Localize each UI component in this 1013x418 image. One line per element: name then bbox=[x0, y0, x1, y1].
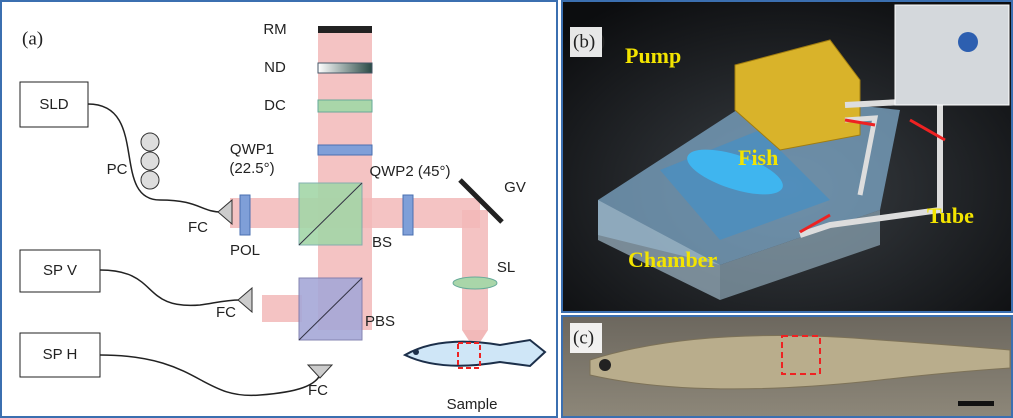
inset-photo bbox=[895, 5, 1009, 105]
component-label: DC bbox=[264, 97, 286, 114]
annotation: Tube bbox=[927, 203, 974, 228]
annotation: Chamber bbox=[628, 247, 717, 272]
waveplate bbox=[403, 195, 413, 235]
component-label: (22.5°) bbox=[229, 160, 274, 177]
component-label: POL bbox=[230, 242, 260, 259]
component-label: FC bbox=[188, 219, 208, 236]
fish-eye bbox=[599, 359, 611, 371]
scan-lens bbox=[453, 277, 497, 289]
component-label: QWP1 bbox=[230, 141, 274, 158]
component-label: ND bbox=[264, 59, 286, 76]
component-label: FC bbox=[216, 304, 236, 321]
panel-b: (b) (b) Pump Fish Tube Chamber bbox=[562, 1, 1012, 312]
component-label: RM bbox=[263, 21, 286, 38]
component-label: SP V bbox=[43, 262, 77, 279]
pc-loop bbox=[141, 171, 159, 189]
pc-loop bbox=[141, 133, 159, 151]
component-label: GV bbox=[504, 179, 526, 196]
annotation: Pump bbox=[625, 43, 681, 68]
fish-eye bbox=[413, 349, 419, 355]
panel-a: (a) RM ND DC QWP1 (22.5°) QWP2 (45°) GV … bbox=[1, 1, 557, 417]
panel-label: (c) bbox=[573, 327, 594, 348]
panel-c: (c) bbox=[562, 316, 1012, 417]
panel-label: (b) bbox=[573, 31, 595, 52]
mirror bbox=[318, 26, 372, 33]
component-label: SL bbox=[497, 259, 515, 276]
polarizer bbox=[240, 195, 250, 235]
annotation: Fish bbox=[738, 145, 778, 170]
component-label: PBS bbox=[365, 313, 395, 330]
component-label: PC bbox=[107, 161, 128, 178]
component-label: SLD bbox=[39, 96, 68, 113]
waveplate bbox=[318, 145, 372, 155]
figure: (a) RM ND DC QWP1 (22.5°) QWP2 (45°) GV … bbox=[0, 0, 1013, 418]
component-label: SP H bbox=[43, 346, 78, 363]
scale-bar bbox=[958, 401, 994, 406]
dispersion-compensator bbox=[318, 100, 372, 112]
inset-pump bbox=[958, 32, 978, 52]
component-label: Sample bbox=[447, 396, 498, 413]
panel-label: (a) bbox=[22, 28, 43, 49]
component-label: FC bbox=[308, 382, 328, 399]
nd-filter bbox=[318, 63, 372, 73]
component-label: QWP2 (45°) bbox=[369, 163, 450, 180]
pc-loop bbox=[141, 152, 159, 170]
beam bbox=[462, 210, 488, 330]
component-label: BS bbox=[372, 234, 392, 251]
beam bbox=[262, 295, 302, 322]
